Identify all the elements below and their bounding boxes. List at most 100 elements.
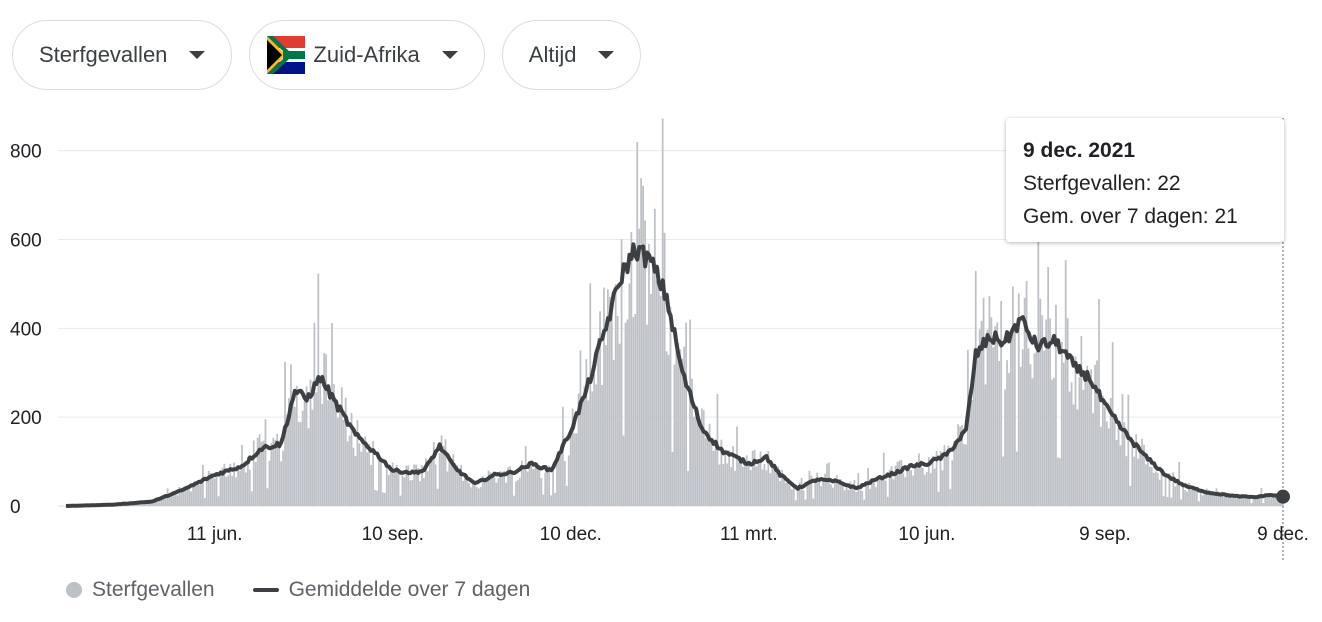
deaths-bar [1015, 451, 1018, 506]
deaths-bar [667, 354, 670, 506]
deaths-bar [1192, 488, 1194, 506]
deaths-bar [1084, 379, 1087, 506]
deaths-bar [726, 463, 729, 506]
deaths-bar [454, 463, 457, 506]
deaths-bar [291, 403, 294, 506]
deaths-bar [536, 463, 539, 506]
deaths-bar [190, 491, 193, 506]
deaths-bar [957, 424, 959, 506]
deaths-bar [765, 470, 768, 506]
deaths-bar [1154, 471, 1157, 506]
deaths-bar [763, 463, 766, 506]
deaths-bar [558, 452, 560, 506]
deaths-bar [348, 435, 351, 506]
deaths-bar [338, 410, 341, 506]
deaths-bar [452, 454, 455, 506]
deaths-bar [1076, 409, 1079, 506]
deaths-bar [479, 486, 482, 506]
deaths-bar [810, 475, 813, 506]
deaths-bar [608, 296, 611, 506]
country-dropdown-label: Zuid-Afrika [313, 42, 420, 67]
deaths-bar [428, 458, 431, 506]
deaths-bar [575, 433, 578, 506]
deaths-bar [344, 397, 347, 506]
deaths-bar [1242, 498, 1245, 506]
deaths-bar [968, 408, 971, 506]
deaths-bar [804, 499, 807, 506]
deaths-bar [554, 492, 556, 506]
deaths-bar [1223, 496, 1226, 506]
period-dropdown[interactable]: Altijd [501, 20, 642, 90]
deaths-bar [1209, 493, 1212, 506]
deaths-bar [634, 313, 637, 506]
deaths-bar [759, 451, 762, 506]
deaths-bar [401, 475, 404, 506]
deaths-bar [1199, 489, 1202, 506]
deaths-bar [229, 463, 232, 506]
deaths-bar [1238, 495, 1241, 506]
deaths-bar [485, 479, 488, 506]
deaths-bar [833, 478, 836, 506]
deaths-bar [254, 461, 257, 506]
deaths-bar [239, 470, 241, 506]
deaths-bar [282, 450, 284, 506]
chart-legend: Sterfgevallen Gemiddelde over 7 dagen [66, 578, 530, 602]
deaths-bar [1276, 498, 1278, 506]
deaths-bar [642, 185, 644, 506]
deaths-bar [381, 492, 384, 506]
deaths-bar [800, 477, 803, 506]
deaths-bar [413, 464, 416, 506]
deaths-bar [579, 350, 582, 506]
deaths-bar [1254, 499, 1257, 506]
deaths-bar [1168, 473, 1171, 506]
deaths-bar [796, 487, 799, 506]
deaths-bar [884, 480, 887, 506]
deaths-bar [403, 477, 406, 506]
deaths-bar [438, 452, 441, 506]
deaths-bar [243, 464, 245, 506]
deaths-bar [1225, 492, 1228, 506]
deaths-bar [900, 459, 903, 506]
deaths-bar [865, 481, 868, 506]
country-dropdown[interactable]: Zuid-Afrika [249, 20, 485, 90]
deaths-bar [1139, 448, 1141, 506]
deaths-bar [990, 317, 993, 506]
deaths-bar [740, 457, 742, 506]
deaths-bar [730, 467, 733, 506]
deaths-bar [336, 417, 339, 506]
metric-dropdown-label: Sterfgevallen [39, 42, 168, 67]
deaths-chart[interactable]: 0 200 400 600 800 11 jun. 10 sep. 10 dec. 11 mr… [0, 100, 1322, 560]
deaths-bar [734, 470, 736, 506]
deaths-bar [473, 483, 476, 506]
deaths-bar [245, 472, 247, 506]
deaths-bar [863, 499, 866, 506]
deaths-bar [992, 347, 995, 506]
deaths-bar [340, 387, 343, 506]
deaths-bar [293, 406, 296, 506]
deaths-bar [1227, 495, 1229, 506]
deaths-bar [1182, 485, 1184, 506]
deaths-bar [426, 471, 429, 506]
deaths-bar [305, 386, 308, 506]
deaths-bar [317, 273, 320, 506]
deaths-bar [697, 409, 699, 506]
deaths-bar [589, 283, 592, 506]
deaths-bar [329, 397, 331, 506]
deaths-bar [933, 468, 936, 506]
deaths-bar [581, 402, 584, 506]
metric-dropdown[interactable]: Sterfgevallen [12, 20, 233, 90]
deaths-bar [1107, 428, 1110, 506]
deaths-bar [610, 312, 613, 506]
deaths-bar [595, 384, 598, 506]
deaths-bar [757, 459, 760, 506]
deaths-bar [886, 496, 889, 506]
deaths-bar [1176, 480, 1179, 506]
deaths-bar [178, 486, 181, 506]
deaths-bar [262, 440, 265, 506]
deaths-bar [644, 220, 646, 506]
deaths-bar [790, 489, 793, 506]
deaths-bar [988, 296, 991, 506]
deaths-bar [1248, 494, 1251, 506]
x-tick-label: 10 jun. [898, 524, 955, 545]
deaths-bar [603, 287, 605, 506]
